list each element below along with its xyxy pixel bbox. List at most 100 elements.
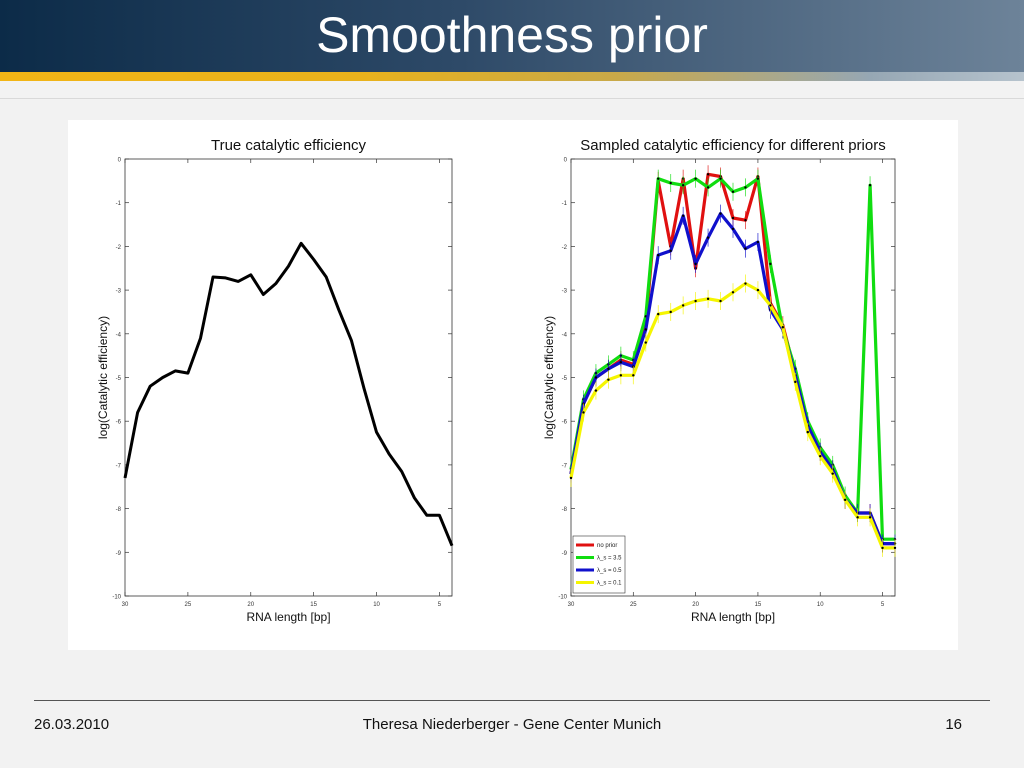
y-tick-label: -6 [562,420,568,426]
y-tick-label: -10 [112,595,121,601]
x-tick-label: 30 [122,602,129,608]
legend-label: λ_s = 3.5 [597,556,622,562]
y-tick-label: -4 [562,332,568,338]
data-point [706,236,710,239]
y-tick-label: -1 [116,201,122,207]
data-point [731,190,735,193]
data-point [644,328,647,331]
data-point [719,299,722,303]
data-point [769,262,772,266]
x-tick-label: 25 [185,602,192,608]
slide-title: Smoothness prior [316,7,708,63]
data-point [594,389,598,392]
data-point [619,361,623,364]
x-tick-label: 5 [881,602,885,608]
x-tick-label: 15 [755,602,762,608]
data-point [669,249,672,252]
y-tick-label: -2 [116,245,122,251]
x-tick-label: 25 [630,602,637,608]
data-point [744,282,747,285]
x-tick-label: 20 [247,602,254,608]
y-tick-label: -5 [116,376,122,382]
data-point [657,253,660,257]
y-tick-label: -7 [116,463,122,469]
plot-frame [124,158,453,597]
y-tick-label: -2 [562,245,568,251]
charts-svg: True catalytic efficiency 0 -1 -2 -3 -4 -5 -6 -7… [96,137,897,624]
y-tick-label: -9 [116,551,122,557]
series-line [569,211,895,546]
data-point [644,341,647,344]
legend-label: no prior [597,543,617,549]
title-accent-stripe [0,72,1024,81]
series-line [123,241,454,547]
y-tick-label: -3 [116,289,122,295]
y-tick-label: -8 [562,507,568,513]
data-point [744,218,747,222]
y-tick-label: -4 [116,332,122,338]
sampled-efficiency-chart: Sampled catalytic efficiency for differe… [542,137,897,624]
data-point [756,240,760,244]
data-point [694,299,697,303]
true-efficiency-chart: True catalytic efficiency 0 -1 -2 -3 -4 -5 -6 -7… [96,137,454,624]
data-point [694,177,697,180]
data-point [781,326,785,329]
data-point [657,312,660,316]
series-group [569,274,897,557]
data-point [619,374,623,377]
legend: no prior λ_s = 3.5 λ_s = 0.5 λ_s = 0.1 [572,535,626,594]
x-tick-label: 10 [373,602,380,608]
x-tick-label: 15 [310,602,317,608]
footer-date: 26.03.2010 [34,716,110,733]
data-point [569,476,573,480]
series-line [569,281,895,550]
data-point [756,177,760,180]
footer-rule [34,700,990,701]
footer-author: Theresa Niederberger - Gene Center Munic… [362,716,662,733]
data-point [607,367,610,370]
data-point [706,297,710,301]
title-bar: Smoothness prior [0,0,1024,72]
y-tick-label: 0 [564,158,568,164]
data-point [719,212,722,215]
y-tick-label: -3 [562,289,568,295]
data-point [706,186,710,189]
x-tick-label: 20 [692,602,699,608]
data-point [868,516,872,519]
data-point [731,227,735,231]
data-point [669,310,672,314]
data-point [881,546,884,550]
y-tick-label: -10 [558,595,567,601]
y-tick-label: -1 [562,201,568,207]
data-point [756,288,760,292]
data-point [669,181,672,185]
data-point [657,177,660,180]
data-point [744,186,747,189]
data-point [769,304,772,307]
data-point [843,498,847,502]
data-point [719,177,722,180]
figure-panel: True catalytic efficiency 0 -1 -2 -3 -4 -5 -6 -7… [68,120,958,650]
data-point [681,214,685,218]
data-point [681,304,685,307]
legend-label: λ_s = 0.5 [597,568,622,574]
y-tick-label: -6 [116,420,122,426]
footer-page-number: 16 [945,716,962,733]
y-tick-label: -8 [116,507,122,513]
y-tick-label: -9 [562,551,568,557]
data-point [794,380,797,384]
data-point [632,374,635,377]
x-tick-label: 5 [438,602,442,608]
x-axis-label: RNA length [bp] [246,610,330,624]
data-point [744,247,747,250]
data-point [694,262,697,266]
title-divider [0,81,1024,99]
data-point [607,378,610,381]
data-point [868,184,872,187]
data-point [594,376,598,379]
chart-title: True catalytic efficiency [211,137,367,154]
data-point [819,454,822,458]
data-point [706,173,710,176]
y-tick-label: -5 [562,376,568,382]
chart-title: Sampled catalytic efficiency for differe… [580,137,885,154]
